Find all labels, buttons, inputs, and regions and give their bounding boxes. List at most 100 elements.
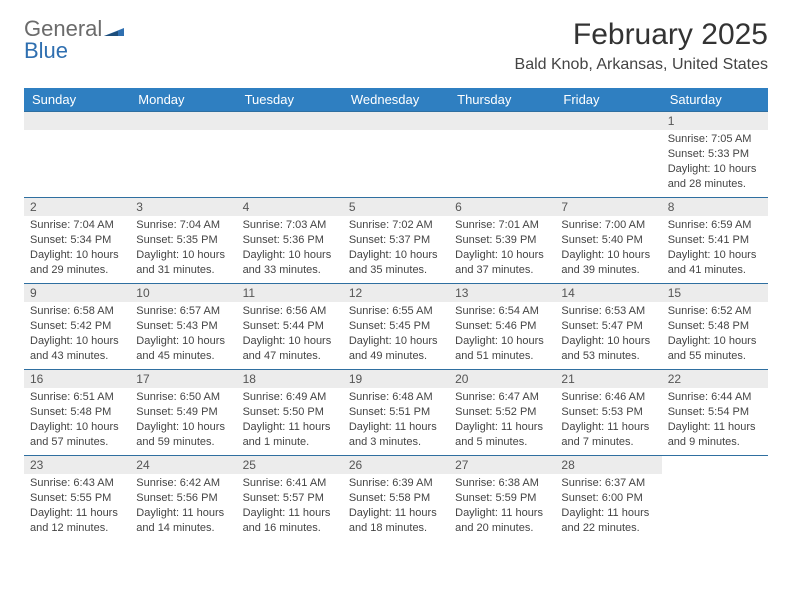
day-number: 14 bbox=[555, 284, 661, 302]
flag-icon bbox=[104, 18, 124, 40]
sunset-text: Sunset: 5:43 PM bbox=[136, 319, 230, 334]
calendar-row: 23Sunrise: 6:43 AMSunset: 5:55 PMDayligh… bbox=[24, 456, 768, 542]
sunset-text: Sunset: 5:59 PM bbox=[455, 491, 549, 506]
sunrise-text: Sunrise: 6:51 AM bbox=[30, 390, 124, 405]
logo: General Blue bbox=[24, 18, 124, 62]
daylight-text: Daylight: 11 hours and 18 minutes. bbox=[349, 506, 443, 536]
daylight-text: Daylight: 10 hours and 31 minutes. bbox=[136, 248, 230, 278]
day-number bbox=[237, 112, 343, 130]
day-number: 18 bbox=[237, 370, 343, 388]
sunrise-text: Sunrise: 6:43 AM bbox=[30, 476, 124, 491]
sunset-text: Sunset: 5:50 PM bbox=[243, 405, 337, 420]
day-number: 4 bbox=[237, 198, 343, 216]
sunset-text: Sunset: 5:51 PM bbox=[349, 405, 443, 420]
calendar-cell: 9Sunrise: 6:58 AMSunset: 5:42 PMDaylight… bbox=[24, 284, 130, 370]
sunset-text: Sunset: 5:49 PM bbox=[136, 405, 230, 420]
day-data: Sunrise: 6:50 AMSunset: 5:49 PMDaylight:… bbox=[130, 388, 236, 453]
sunrise-text: Sunrise: 7:00 AM bbox=[561, 218, 655, 233]
daylight-text: Daylight: 11 hours and 20 minutes. bbox=[455, 506, 549, 536]
daylight-text: Daylight: 10 hours and 47 minutes. bbox=[243, 334, 337, 364]
sunset-text: Sunset: 5:47 PM bbox=[561, 319, 655, 334]
location-text: Bald Knob, Arkansas, United States bbox=[515, 56, 768, 74]
day-header: Thursday bbox=[449, 88, 555, 112]
day-number: 1 bbox=[662, 112, 768, 130]
day-data: Sunrise: 6:42 AMSunset: 5:56 PMDaylight:… bbox=[130, 474, 236, 539]
title-block: February 2025 Bald Knob, Arkansas, Unite… bbox=[515, 18, 768, 74]
day-data: Sunrise: 6:59 AMSunset: 5:41 PMDaylight:… bbox=[662, 216, 768, 281]
day-data: Sunrise: 7:04 AMSunset: 5:35 PMDaylight:… bbox=[130, 216, 236, 281]
calendar-cell: 7Sunrise: 7:00 AMSunset: 5:40 PMDaylight… bbox=[555, 198, 661, 284]
sunset-text: Sunset: 5:57 PM bbox=[243, 491, 337, 506]
daylight-text: Daylight: 10 hours and 33 minutes. bbox=[243, 248, 337, 278]
sunrise-text: Sunrise: 6:47 AM bbox=[455, 390, 549, 405]
day-data: Sunrise: 6:46 AMSunset: 5:53 PMDaylight:… bbox=[555, 388, 661, 453]
calendar-cell: 28Sunrise: 6:37 AMSunset: 6:00 PMDayligh… bbox=[555, 456, 661, 542]
calendar-row: 2Sunrise: 7:04 AMSunset: 5:34 PMDaylight… bbox=[24, 198, 768, 284]
sunrise-text: Sunrise: 6:41 AM bbox=[243, 476, 337, 491]
day-data: Sunrise: 6:37 AMSunset: 6:00 PMDaylight:… bbox=[555, 474, 661, 539]
daylight-text: Daylight: 11 hours and 1 minute. bbox=[243, 420, 337, 450]
calendar-cell: 21Sunrise: 6:46 AMSunset: 5:53 PMDayligh… bbox=[555, 370, 661, 456]
sunrise-text: Sunrise: 7:04 AM bbox=[30, 218, 124, 233]
calendar-table: Sunday Monday Tuesday Wednesday Thursday… bbox=[24, 88, 768, 542]
logo-text: General Blue bbox=[24, 18, 124, 62]
day-data: Sunrise: 6:49 AMSunset: 5:50 PMDaylight:… bbox=[237, 388, 343, 453]
calendar-row: 9Sunrise: 6:58 AMSunset: 5:42 PMDaylight… bbox=[24, 284, 768, 370]
sunset-text: Sunset: 5:48 PM bbox=[668, 319, 762, 334]
calendar-cell: 16Sunrise: 6:51 AMSunset: 5:48 PMDayligh… bbox=[24, 370, 130, 456]
calendar-cell bbox=[449, 112, 555, 198]
day-data: Sunrise: 6:44 AMSunset: 5:54 PMDaylight:… bbox=[662, 388, 768, 453]
day-data: Sunrise: 7:04 AMSunset: 5:34 PMDaylight:… bbox=[24, 216, 130, 281]
calendar-cell bbox=[237, 112, 343, 198]
page-title: February 2025 bbox=[515, 18, 768, 52]
day-data: Sunrise: 7:05 AMSunset: 5:33 PMDaylight:… bbox=[662, 130, 768, 195]
sunrise-text: Sunrise: 6:54 AM bbox=[455, 304, 549, 319]
sunrise-text: Sunrise: 7:05 AM bbox=[668, 132, 762, 147]
sunset-text: Sunset: 5:55 PM bbox=[30, 491, 124, 506]
day-data: Sunrise: 6:53 AMSunset: 5:47 PMDaylight:… bbox=[555, 302, 661, 367]
calendar-cell: 2Sunrise: 7:04 AMSunset: 5:34 PMDaylight… bbox=[24, 198, 130, 284]
day-header: Sunday bbox=[24, 88, 130, 112]
calendar-cell bbox=[24, 112, 130, 198]
day-number: 23 bbox=[24, 456, 130, 474]
sunrise-text: Sunrise: 6:56 AM bbox=[243, 304, 337, 319]
daylight-text: Daylight: 11 hours and 7 minutes. bbox=[561, 420, 655, 450]
sunrise-text: Sunrise: 6:44 AM bbox=[668, 390, 762, 405]
daylight-text: Daylight: 10 hours and 53 minutes. bbox=[561, 334, 655, 364]
calendar-row: 16Sunrise: 6:51 AMSunset: 5:48 PMDayligh… bbox=[24, 370, 768, 456]
sunrise-text: Sunrise: 6:46 AM bbox=[561, 390, 655, 405]
sunset-text: Sunset: 5:54 PM bbox=[668, 405, 762, 420]
day-data: Sunrise: 6:47 AMSunset: 5:52 PMDaylight:… bbox=[449, 388, 555, 453]
day-data: Sunrise: 6:43 AMSunset: 5:55 PMDaylight:… bbox=[24, 474, 130, 539]
sunrise-text: Sunrise: 6:52 AM bbox=[668, 304, 762, 319]
day-number bbox=[555, 112, 661, 130]
day-header: Monday bbox=[130, 88, 236, 112]
sunrise-text: Sunrise: 6:38 AM bbox=[455, 476, 549, 491]
sunrise-text: Sunrise: 7:02 AM bbox=[349, 218, 443, 233]
sunset-text: Sunset: 5:53 PM bbox=[561, 405, 655, 420]
day-number bbox=[24, 112, 130, 130]
day-number bbox=[130, 112, 236, 130]
calendar-cell: 12Sunrise: 6:55 AMSunset: 5:45 PMDayligh… bbox=[343, 284, 449, 370]
day-number: 24 bbox=[130, 456, 236, 474]
day-header: Saturday bbox=[662, 88, 768, 112]
day-data bbox=[555, 130, 661, 136]
day-number: 22 bbox=[662, 370, 768, 388]
sunset-text: Sunset: 5:52 PM bbox=[455, 405, 549, 420]
daylight-text: Daylight: 10 hours and 59 minutes. bbox=[136, 420, 230, 450]
calendar-cell: 11Sunrise: 6:56 AMSunset: 5:44 PMDayligh… bbox=[237, 284, 343, 370]
calendar-cell: 17Sunrise: 6:50 AMSunset: 5:49 PMDayligh… bbox=[130, 370, 236, 456]
sunset-text: Sunset: 5:44 PM bbox=[243, 319, 337, 334]
day-number: 17 bbox=[130, 370, 236, 388]
day-data bbox=[449, 130, 555, 136]
day-number: 16 bbox=[24, 370, 130, 388]
day-data: Sunrise: 6:55 AMSunset: 5:45 PMDaylight:… bbox=[343, 302, 449, 367]
calendar-row: 1Sunrise: 7:05 AMSunset: 5:33 PMDaylight… bbox=[24, 112, 768, 198]
day-number: 15 bbox=[662, 284, 768, 302]
calendar-cell: 19Sunrise: 6:48 AMSunset: 5:51 PMDayligh… bbox=[343, 370, 449, 456]
day-header: Friday bbox=[555, 88, 661, 112]
sunrise-text: Sunrise: 6:55 AM bbox=[349, 304, 443, 319]
calendar-cell: 3Sunrise: 7:04 AMSunset: 5:35 PMDaylight… bbox=[130, 198, 236, 284]
sunrise-text: Sunrise: 6:57 AM bbox=[136, 304, 230, 319]
day-number: 26 bbox=[343, 456, 449, 474]
